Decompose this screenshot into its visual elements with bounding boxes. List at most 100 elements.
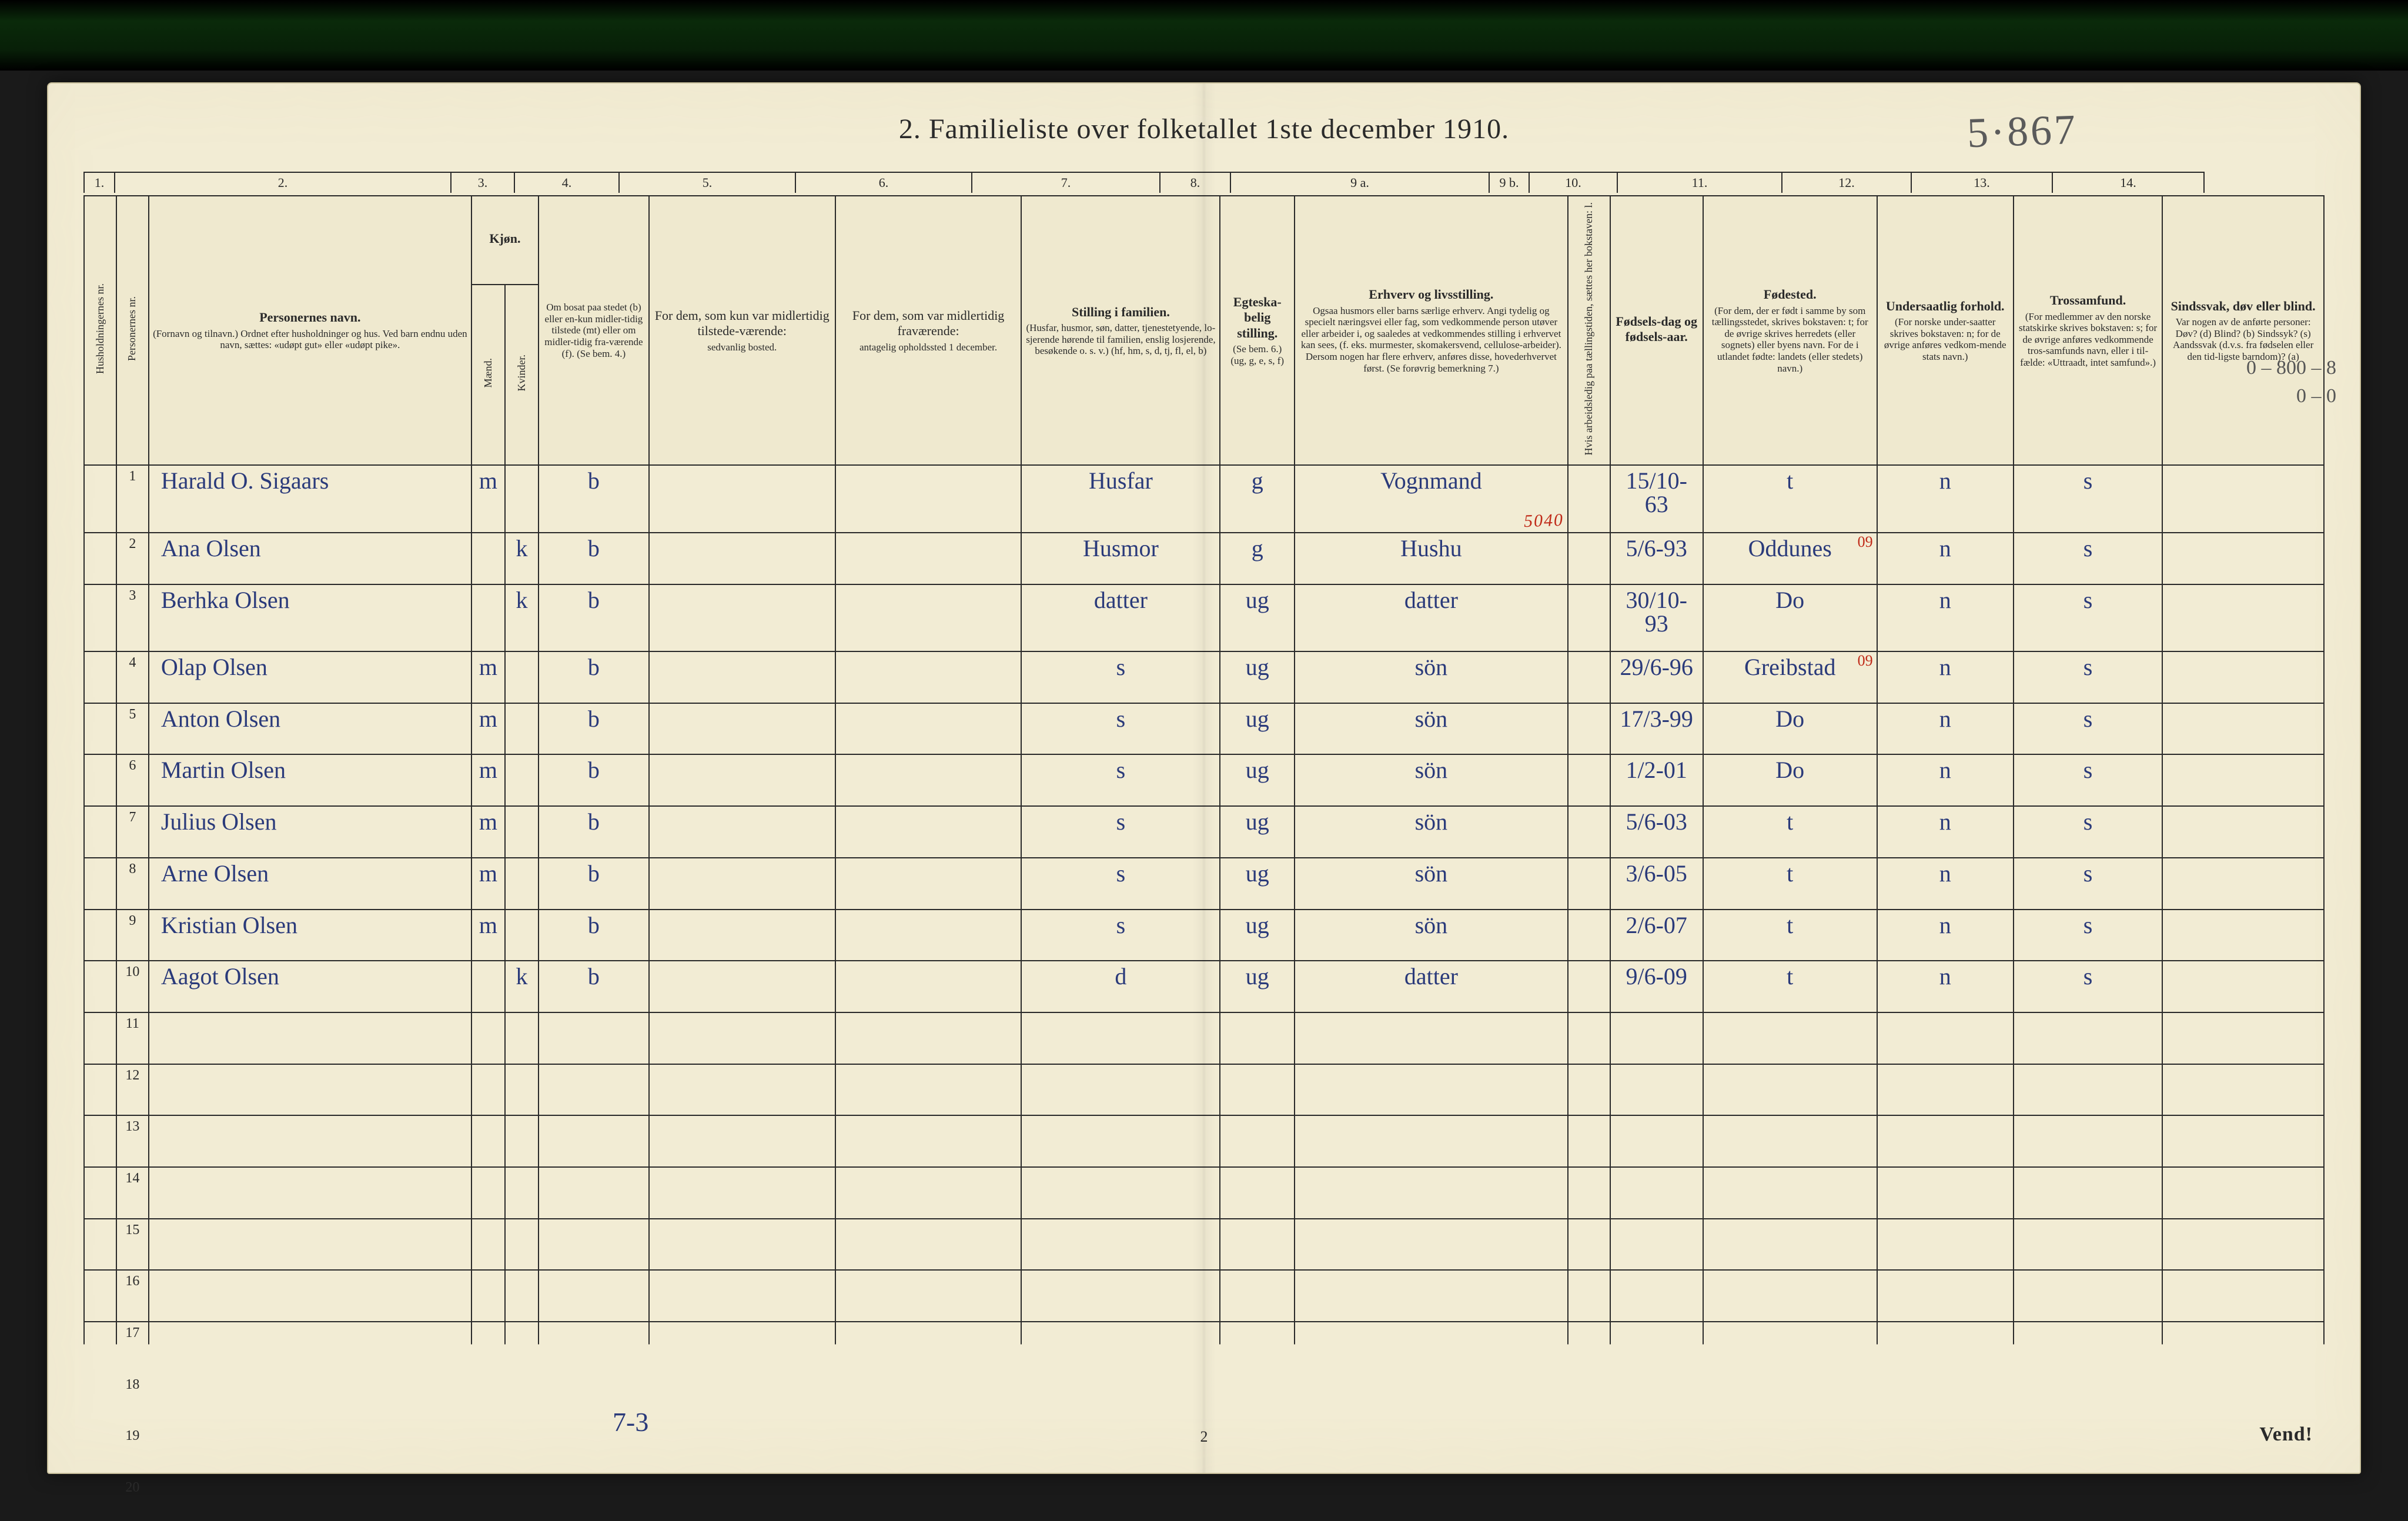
table-cell: 3 <box>116 584 149 651</box>
table-cell <box>1568 961 1610 1012</box>
table-cell: 17 <box>116 1322 149 1373</box>
table-cell <box>505 1322 539 1373</box>
table-cell: 18 <box>116 1373 149 1425</box>
table-cell: s <box>1021 703 1220 755</box>
table-cell <box>649 533 835 584</box>
table-row: 4Olap Olsenmbsugsön29/6-96Greibstad09ns <box>84 651 2324 703</box>
census-sheet: 2. Familieliste over folketallet 1ste de… <box>47 82 2361 1474</box>
table-cell <box>1610 1012 1703 1064</box>
birthplace-code: 09 <box>1858 534 1873 550</box>
table-cell: sön <box>1295 910 1568 961</box>
hdr-family-position: Stilling i familien. (Husfar, husmor, sø… <box>1021 196 1220 465</box>
hdr-sex: Kjøn. <box>471 196 539 285</box>
table-cell <box>2162 1115 2324 1167</box>
table-cell: 8 <box>116 858 149 910</box>
table-cell <box>505 910 539 961</box>
colnum-2: 2. <box>114 172 450 193</box>
table-cell <box>1610 1115 1703 1167</box>
margin-note-line: 0 – 0 <box>2246 382 2336 410</box>
table-cell <box>1295 1012 1568 1064</box>
table-cell <box>1220 1167 1295 1219</box>
table-cell <box>649 1115 835 1167</box>
table-cell: s <box>2014 533 2162 584</box>
table-cell: 2/6-07 <box>1610 910 1703 961</box>
table-cell <box>471 1270 505 1322</box>
table-row: 17 <box>84 1322 2324 1373</box>
table-cell <box>835 703 1022 755</box>
table-cell <box>1568 1064 1610 1116</box>
table-cell <box>1220 1115 1295 1167</box>
table-cell <box>835 961 1022 1012</box>
table-cell <box>1703 1270 1877 1322</box>
table-cell: Do <box>1703 754 1877 806</box>
table-cell: s <box>2014 703 2162 755</box>
table-cell: 14 <box>116 1167 149 1219</box>
table-cell <box>1877 1425 2014 1476</box>
table-cell: 5/6-03 <box>1610 806 1703 858</box>
table-row: 5Anton Olsenmbsugsön17/3-99Dons <box>84 703 2324 755</box>
hdr-disability: Sindssvak, døv eller blind. Var nogen av… <box>2162 196 2324 465</box>
table-row: 9Kristian Olsenmbsugsön2/6-07tns <box>84 910 2324 961</box>
table-cell: b <box>539 858 649 910</box>
table-cell <box>1877 1115 2014 1167</box>
table-cell: n <box>1877 910 2014 961</box>
colnum-5: 5. <box>618 172 795 193</box>
table-cell <box>649 858 835 910</box>
table-cell <box>649 465 835 532</box>
table-cell: s <box>2014 651 2162 703</box>
table-cell <box>649 1219 835 1271</box>
table-cell: 12 <box>116 1064 149 1116</box>
table-cell <box>539 1064 649 1116</box>
table-cell: Berhka Olsen <box>149 584 471 651</box>
table-cell <box>1220 1064 1295 1116</box>
table-cell: b <box>539 910 649 961</box>
table-cell: s <box>2014 961 2162 1012</box>
hdr-marital: Egteska-belig stilling. (Se bem. 6.) (ug… <box>1220 196 1295 465</box>
table-cell: sön <box>1295 858 1568 910</box>
table-cell <box>649 584 835 651</box>
table-cell <box>471 961 505 1012</box>
table-cell <box>471 1167 505 1219</box>
table-cell: b <box>539 806 649 858</box>
colnum-1: 1. <box>83 172 114 193</box>
table-cell <box>149 1167 471 1219</box>
table-cell <box>505 1167 539 1219</box>
table-cell <box>1568 1270 1610 1322</box>
table-cell <box>649 961 835 1012</box>
table-cell <box>1610 1270 1703 1322</box>
table-cell <box>149 1322 471 1373</box>
hdr-birthdate: Fødsels-dag og fødsels-aar. <box>1610 196 1703 465</box>
turn-page-label: Vend! <box>2259 1423 2313 1446</box>
table-cell: t <box>1703 910 1877 961</box>
table-cell: m <box>471 858 505 910</box>
table-cell <box>1877 1373 2014 1425</box>
table-cell: 6 <box>116 754 149 806</box>
table-row: 15 <box>84 1219 2324 1271</box>
table-cell: n <box>1877 961 2014 1012</box>
table-cell: Husfar <box>1021 465 1220 532</box>
colnum-10: 10. <box>1529 172 1617 193</box>
table-cell <box>1220 1373 1295 1425</box>
scanner-border-top <box>0 0 2408 71</box>
table-cell <box>149 1476 471 1521</box>
table-cell: s <box>2014 465 2162 532</box>
table-cell <box>2014 1219 2162 1271</box>
table-row: 14 <box>84 1167 2324 1219</box>
table-row: 11 <box>84 1012 2324 1064</box>
table-cell <box>2014 1012 2162 1064</box>
table-cell <box>835 910 1022 961</box>
table-cell <box>505 1115 539 1167</box>
table-cell: Vognmand5040 <box>1295 465 1568 532</box>
table-cell <box>84 858 116 910</box>
table-cell <box>835 1115 1022 1167</box>
table-cell <box>1220 1322 1295 1373</box>
table-cell <box>149 1373 471 1425</box>
table-cell <box>1703 1219 1877 1271</box>
table-cell: 20 <box>116 1476 149 1521</box>
table-cell <box>2162 1167 2324 1219</box>
table-cell <box>1568 858 1610 910</box>
table-cell <box>471 1219 505 1271</box>
table-cell <box>649 1167 835 1219</box>
table-cell <box>1295 1322 1568 1373</box>
table-cell <box>505 806 539 858</box>
